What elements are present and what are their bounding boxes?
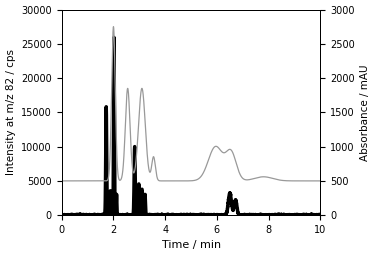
Y-axis label: Absorbance / mAU: Absorbance / mAU bbox=[361, 64, 370, 161]
X-axis label: Time / min: Time / min bbox=[162, 240, 221, 250]
Y-axis label: Intensity at m/z 82 / cps: Intensity at m/z 82 / cps bbox=[6, 49, 15, 175]
